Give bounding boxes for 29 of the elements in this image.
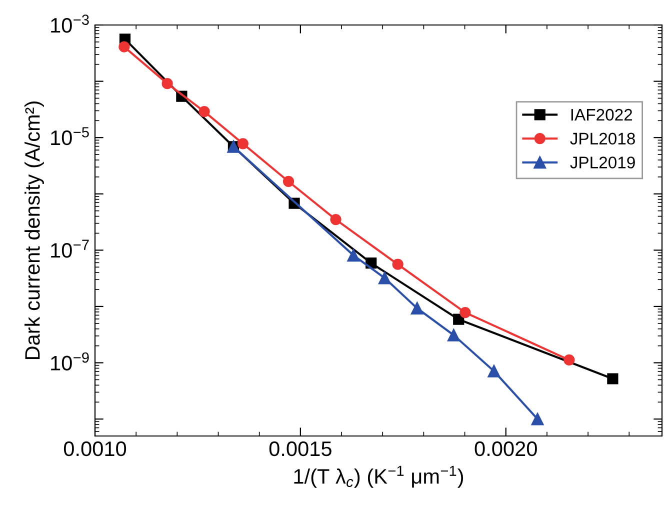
point xyxy=(453,314,464,325)
point xyxy=(347,249,360,262)
point xyxy=(531,412,544,426)
point xyxy=(607,373,618,384)
legend-label: IAF2022 xyxy=(571,108,632,121)
y-tick-label: 10$^{−3}$ xyxy=(51,14,89,33)
y-axis-title: Dark current density (A/cm²) xyxy=(24,102,44,360)
point xyxy=(488,364,500,378)
point xyxy=(198,106,210,118)
legend-label: JPL2018 xyxy=(570,132,635,145)
point xyxy=(410,302,424,314)
x-axis-title: 1/(T λ$_{c}$) (K$^{−1}$ μm$^{−1}$) xyxy=(294,466,464,488)
x-tick-label: 0.0015 xyxy=(269,441,332,456)
legend-label: JPL2019 xyxy=(570,156,635,168)
point xyxy=(447,328,460,342)
point xyxy=(282,176,294,188)
point xyxy=(460,306,471,318)
y-tick-label: 10$^{−7}$ xyxy=(51,240,89,258)
y-tick-label: 10$^{−5}$ xyxy=(51,127,89,146)
point xyxy=(564,354,575,366)
point xyxy=(330,214,342,226)
point xyxy=(118,41,130,52)
x-tick-label: 0.0010 xyxy=(64,441,126,456)
point xyxy=(392,258,404,270)
point xyxy=(378,272,391,284)
y-tick-label: 10$^{−9}$ xyxy=(51,352,89,370)
point xyxy=(162,78,173,90)
x-tick-label: 0.0020 xyxy=(474,441,537,456)
point xyxy=(237,138,248,150)
